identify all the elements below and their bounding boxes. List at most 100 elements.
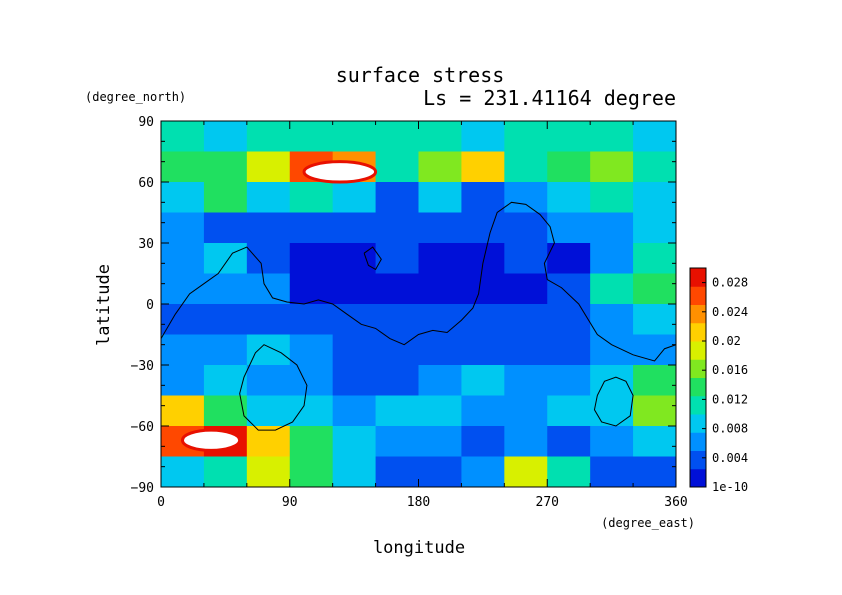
field-cell — [289, 273, 334, 305]
field-cell — [504, 304, 548, 336]
colorbar: 0.028 0.024 0.02 0.016 0.012 0.008 0.004 1e-10 — [689, 267, 748, 494]
y-tick-label: −30 — [131, 359, 154, 374]
field-cell — [332, 365, 377, 397]
colorbar-label: 0.028 — [712, 276, 748, 290]
field-cell — [504, 273, 548, 305]
field-cell — [633, 456, 676, 487]
field-cell — [461, 273, 505, 305]
field-cell — [246, 304, 291, 336]
field-cell — [161, 243, 205, 275]
field-cell — [461, 395, 505, 427]
saturated-regions — [180, 160, 378, 452]
field-cell — [590, 212, 634, 244]
field-cell — [161, 151, 205, 183]
field-cell — [161, 121, 205, 153]
field-cell — [161, 334, 205, 366]
field-cell — [332, 182, 377, 214]
field-cell — [633, 212, 676, 244]
field-cell — [203, 395, 248, 427]
field-cell — [203, 243, 248, 275]
field-cell — [332, 212, 377, 244]
coastline — [593, 376, 634, 427]
colorbar-label: 0.016 — [712, 363, 748, 377]
field-cell — [547, 121, 591, 153]
chart-title: surface stress — [336, 63, 505, 87]
field-cell — [547, 426, 591, 458]
field-cell — [461, 426, 505, 458]
field-cell — [590, 365, 634, 397]
field-cell — [203, 456, 248, 487]
coastline — [161, 201, 676, 362]
stress-field — [161, 121, 676, 487]
field-cell — [332, 121, 377, 153]
field-cell — [633, 304, 676, 336]
field-cell — [504, 151, 548, 183]
coastline — [239, 344, 308, 431]
colorbar-swatch — [690, 268, 706, 287]
x-tick-label: 0 — [157, 495, 165, 510]
field-cell — [332, 334, 377, 366]
field-cell — [161, 456, 205, 487]
field-cell — [375, 273, 420, 305]
field-cell — [461, 121, 505, 153]
y-axis-label: latitude — [94, 264, 114, 346]
field-cell — [590, 273, 634, 305]
colorbar-swatch — [690, 322, 706, 342]
field-cell — [289, 395, 334, 427]
field-cell — [547, 304, 591, 336]
field-cell — [418, 121, 463, 153]
colorbar-label: 0.024 — [712, 305, 748, 319]
field-cell — [289, 334, 334, 366]
field-cell — [418, 304, 463, 336]
colorbar-swatch — [690, 359, 706, 378]
field-cell — [461, 243, 505, 275]
field-cell — [246, 121, 291, 153]
field-cell — [547, 243, 591, 275]
field-cell — [246, 212, 291, 244]
field-cell — [633, 121, 676, 153]
y-tick-label: −60 — [131, 420, 154, 435]
field-cell — [203, 121, 248, 153]
field-cell — [246, 395, 291, 427]
field-cell — [590, 395, 634, 427]
chart-subtitle: Ls = 231.41164 degree — [423, 86, 676, 110]
field-cell — [461, 151, 505, 183]
field-cell — [633, 395, 676, 427]
field-cell — [161, 273, 205, 305]
colorbar-label: 0.008 — [712, 422, 748, 436]
field-cell — [375, 456, 420, 487]
field-cell — [461, 365, 505, 397]
field-cell — [289, 304, 334, 336]
field-cell — [633, 426, 676, 458]
colorbar-frame — [689, 267, 707, 488]
field-cell — [547, 212, 591, 244]
field-cell — [289, 426, 334, 458]
field-cell — [418, 151, 463, 183]
coastlines — [161, 201, 676, 431]
saturated-region — [180, 428, 242, 452]
field-cell — [590, 182, 634, 214]
plot-axes: 0 90 180 270 360 90 60 30 0 −30 −60 −90 — [131, 115, 688, 510]
y-axis-unit: (degree_north) — [85, 90, 186, 104]
field-cell — [504, 121, 548, 153]
field-cell — [289, 182, 334, 214]
field-cell — [203, 365, 248, 397]
field-cell — [504, 426, 548, 458]
x-tick-label: 90 — [282, 495, 298, 510]
coastline — [363, 246, 382, 271]
field-cell — [504, 212, 548, 244]
field-cell — [547, 456, 591, 487]
field-cell — [418, 395, 463, 427]
field-cell — [289, 243, 334, 275]
field-cell — [590, 456, 634, 487]
field-cell — [246, 426, 291, 458]
colorbar-swatch — [690, 377, 706, 397]
field-cell — [461, 212, 505, 244]
colorbar-swatch — [690, 304, 706, 324]
field-cell — [203, 304, 248, 336]
field-cell — [547, 334, 591, 366]
field-cell — [203, 212, 248, 244]
field-cell — [246, 456, 291, 487]
field-cell — [504, 395, 548, 427]
field-cell — [161, 304, 205, 336]
